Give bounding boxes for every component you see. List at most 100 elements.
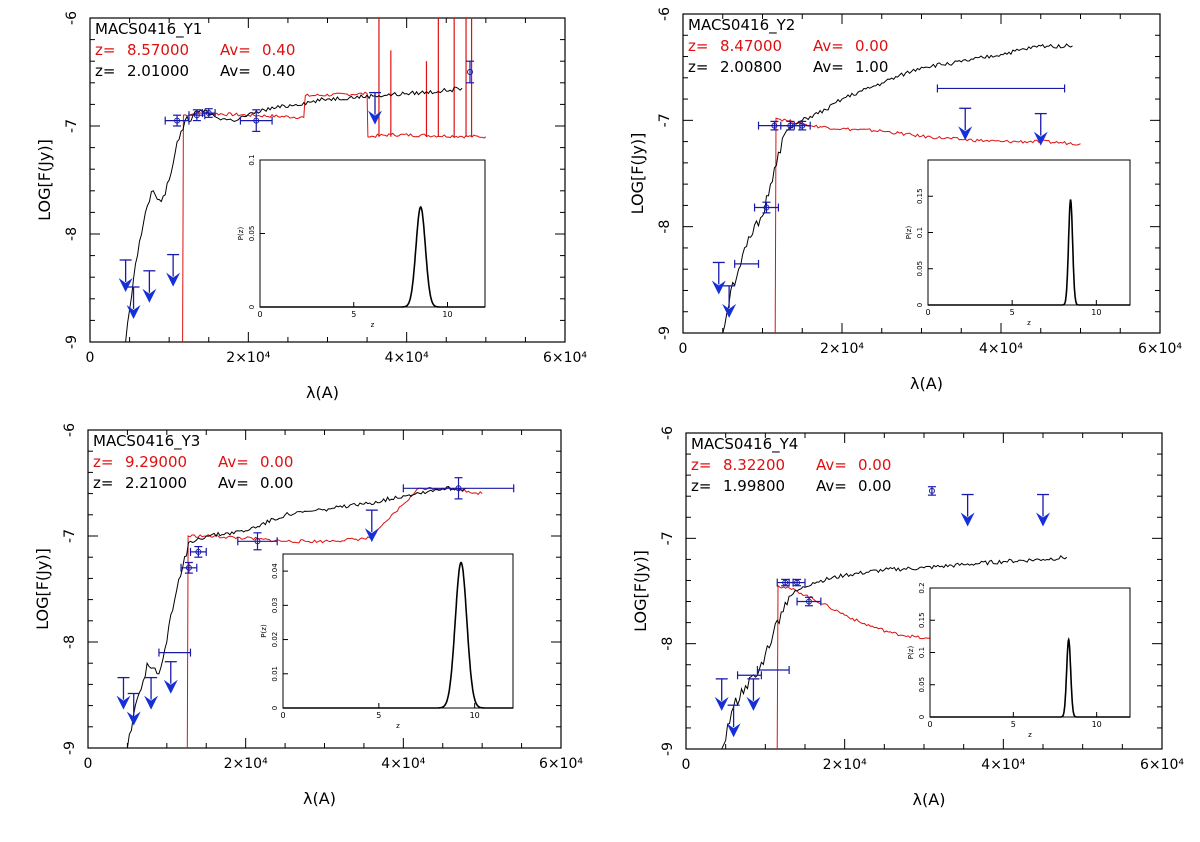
x-tick-label: 2×10⁴ bbox=[224, 756, 268, 772]
legend-z-label: z= bbox=[688, 58, 708, 76]
upper-limit-arrow bbox=[118, 259, 133, 292]
upper-limit-arrow bbox=[144, 676, 159, 710]
arrow-head bbox=[166, 272, 181, 287]
legend-z-value: 2.21000 bbox=[125, 474, 187, 492]
data-point bbox=[239, 109, 273, 132]
data-point bbox=[936, 84, 1066, 93]
legend-av-value: 0.00 bbox=[260, 474, 293, 492]
inset-frame bbox=[927, 159, 1131, 306]
legend-av-label: Av= bbox=[813, 37, 844, 55]
data-point bbox=[796, 596, 822, 607]
inset-frame bbox=[259, 159, 486, 308]
y-tick-label: -6 bbox=[660, 426, 676, 440]
legend-z-value: 2.01000 bbox=[127, 62, 189, 80]
inset-x-label: z bbox=[396, 722, 400, 730]
inset-x-label: z bbox=[1027, 319, 1031, 327]
pz-inset: 0 5 10 0 0.05 0.1 0.15 0.2 z P(z) bbox=[907, 582, 1131, 739]
y-tick-label: -7 bbox=[64, 119, 80, 133]
x-tick-label: 4×10⁴ bbox=[979, 341, 1023, 357]
upper-limit-arrow bbox=[163, 661, 178, 694]
x-axis-label: λ(A) bbox=[303, 789, 336, 808]
y-tick-label: -6 bbox=[64, 11, 80, 25]
legend-z-label: z= bbox=[688, 37, 708, 55]
model-spectrum-low-z bbox=[126, 486, 467, 748]
y-axis-label: LOG[F(Jy)] bbox=[628, 133, 647, 215]
upper-limit-arrow bbox=[364, 509, 379, 543]
legend-av-value: 0.00 bbox=[858, 456, 891, 474]
data-point bbox=[736, 671, 762, 680]
upper-limit-arrow bbox=[1036, 493, 1050, 527]
x-tick-label: 0 bbox=[682, 757, 691, 773]
inset-y-tick-label: 0.05 bbox=[916, 261, 924, 277]
legend-z-value: 8.47000 bbox=[720, 37, 782, 55]
y-tick-label: -9 bbox=[62, 741, 78, 755]
legend-av-label: Av= bbox=[220, 41, 251, 59]
legend-av-label: Av= bbox=[220, 62, 251, 80]
plot-area bbox=[118, 18, 487, 342]
inset-x-tick-label: 0 bbox=[280, 711, 285, 720]
inset-frame bbox=[929, 587, 1131, 718]
arrow-head bbox=[126, 711, 141, 726]
arrow-head bbox=[746, 696, 761, 711]
inset-frame bbox=[282, 553, 514, 709]
inset-x-label: z bbox=[1028, 731, 1032, 739]
y-axis-label: LOG[F(Jy)] bbox=[35, 139, 54, 221]
inset-y-tick-label: 0.05 bbox=[248, 226, 256, 242]
y-tick-label: -8 bbox=[657, 220, 673, 234]
legend-av-label: Av= bbox=[813, 58, 844, 76]
upper-limit-arrow bbox=[722, 285, 737, 318]
x-tick-label: 6×10⁴ bbox=[1138, 341, 1182, 357]
arrow-head bbox=[116, 695, 131, 710]
x-axis-label: λ(A) bbox=[306, 383, 339, 402]
inset-y-tick-label: 0 bbox=[916, 303, 924, 307]
upper-limit-arrow bbox=[711, 261, 726, 295]
arrow-head bbox=[960, 512, 975, 527]
y-tick-label: -8 bbox=[660, 637, 676, 651]
x-axis-label: λ(A) bbox=[913, 790, 946, 809]
chart-panel-4: 0 2×10⁴ 4×10⁴ 6×10⁴ -6 -7 -8 -9 λ(A) LOG[F(Jy)] MA… bbox=[631, 426, 1184, 809]
y-axis-label: LOG[F(Jy)] bbox=[33, 548, 52, 630]
inset-y-tick-label: 0.05 bbox=[918, 677, 926, 693]
legend-av-value: 0.00 bbox=[855, 37, 888, 55]
arrow-head bbox=[1036, 512, 1050, 527]
legend-z-label: z= bbox=[691, 477, 711, 495]
inset-y-label: P(z) bbox=[907, 646, 915, 660]
inset-y-tick-label: 0.15 bbox=[916, 188, 924, 204]
pz-curve bbox=[930, 636, 1130, 718]
y-tick-label: -9 bbox=[64, 335, 80, 349]
inset-y-tick-label: 0.04 bbox=[271, 563, 279, 579]
y-tick-label: -8 bbox=[62, 635, 78, 649]
inset-x-tick-label: 0 bbox=[925, 308, 930, 317]
arrow-head bbox=[364, 528, 379, 543]
legend-z-value: 8.32200 bbox=[723, 456, 785, 474]
y-tick-label: -7 bbox=[62, 529, 78, 543]
chart-panel-3: 0 2×10⁴ 4×10⁴ 6×10⁴ -6 -7 -8 -9 λ(A) LOG[F(Jy)] MA… bbox=[33, 423, 583, 808]
pz-curve bbox=[928, 199, 1130, 306]
data-point bbox=[158, 648, 192, 657]
data-point bbox=[734, 259, 760, 268]
legend-av-label: Av= bbox=[218, 453, 249, 471]
legend-z-value: 1.99800 bbox=[723, 477, 785, 495]
plot-area bbox=[711, 43, 1081, 333]
pz-inset: 0 5 10 0 0.05 0.1 0.15 z P(z) bbox=[905, 159, 1131, 327]
upper-limit-arrow bbox=[368, 91, 382, 125]
panel-title: MACS0416_Y3 bbox=[93, 432, 200, 451]
model-spectrum-low-z bbox=[125, 86, 463, 342]
inset-x-tick-label: 0 bbox=[927, 720, 932, 729]
model-spectrum-high-z bbox=[182, 91, 487, 342]
legend-z-value: 2.00800 bbox=[720, 58, 782, 76]
inset-x-tick-label: 5 bbox=[1010, 308, 1015, 317]
y-tick-label: -7 bbox=[657, 113, 673, 127]
x-tick-label: 4×10⁴ bbox=[381, 756, 425, 772]
upper-limit-arrow bbox=[746, 678, 761, 711]
pz-inset: 0 5 10 0 0.01 0.02 0.03 0.04 z P(z) bbox=[260, 553, 514, 730]
x-tick-label: 0 bbox=[84, 756, 93, 772]
x-tick-label: 2×10⁴ bbox=[820, 341, 864, 357]
inset-y-label: P(z) bbox=[260, 624, 268, 638]
legend-av-value: 0.40 bbox=[262, 62, 295, 80]
inset-y-tick-label: 0.02 bbox=[271, 632, 279, 648]
model-spectrum-high-z bbox=[186, 486, 483, 748]
inset-y-tick-label: 0.1 bbox=[916, 227, 924, 238]
arrow-head bbox=[714, 696, 729, 711]
y-tick-label: -6 bbox=[62, 423, 78, 437]
